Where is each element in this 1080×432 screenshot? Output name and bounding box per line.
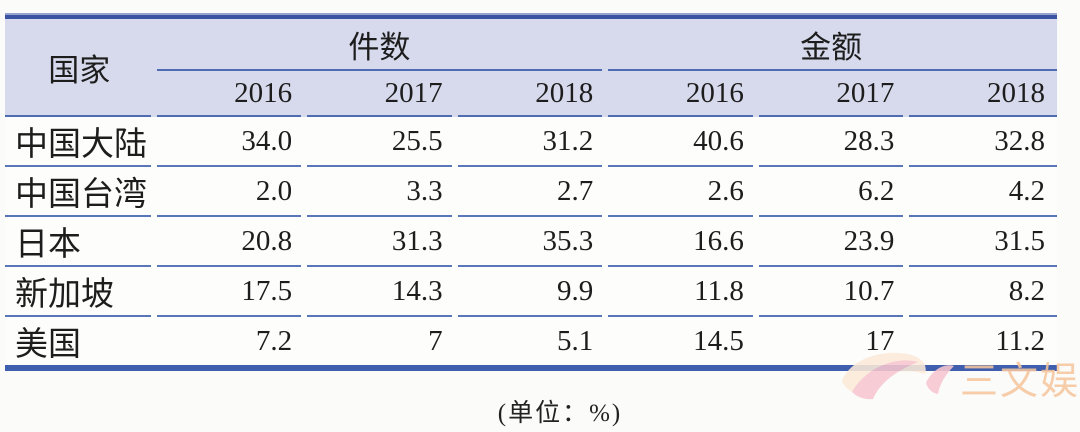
year-header-cell: 2017: [755, 71, 907, 117]
value-cell: 32.8: [906, 117, 1057, 167]
group-header-row: 国家 件数 金额: [5, 19, 1057, 117]
value-cell: 17.5: [153, 267, 305, 317]
group-header-count: 件数: [153, 19, 606, 71]
country-cell: 中国大陆: [5, 117, 154, 167]
year-header-cell: 2016: [153, 71, 305, 117]
value-cell: 31.5: [906, 217, 1057, 267]
year-header-cell: 2017: [304, 71, 455, 117]
country-cell: 日本: [5, 217, 154, 267]
value-cell: 25.5: [304, 117, 455, 167]
value-cell: 35.3: [454, 217, 606, 267]
country-ip-table: 国家 件数 金额 2016 2017 2018 2016 2017 2018 中…: [5, 15, 1057, 371]
value-cell: 31.3: [304, 217, 455, 267]
table-row: 中国大陆 34.0 25.5 31.2 40.6 28.3 32.8: [5, 117, 1057, 167]
country-ip-table-wrap: 国家 件数 金额 2016 2017 2018 2016 2017 2018 中…: [5, 13, 1057, 371]
year-header-cell: 2018: [906, 71, 1057, 117]
value-cell: 10.7: [755, 267, 907, 317]
value-cell: 14.3: [304, 267, 455, 317]
value-cell: 20.8: [153, 217, 305, 267]
group-header-amount: 金额: [605, 19, 1057, 71]
unit-note: (单位：%): [497, 400, 623, 427]
value-cell: 11.8: [605, 267, 756, 317]
country-cell: 新加坡: [5, 267, 154, 317]
year-header-cell: 2018: [454, 71, 606, 117]
table-row: 新加坡 17.5 14.3 9.9 11.8 10.7 8.2: [5, 267, 1057, 317]
value-cell: 17: [755, 317, 907, 365]
value-cell: 34.0: [153, 117, 305, 167]
value-cell: 8.2: [906, 267, 1057, 317]
country-cell: 美国: [5, 317, 154, 365]
value-cell: 40.6: [605, 117, 756, 167]
country-column-header: 国家: [5, 19, 154, 117]
value-cell: 11.2: [906, 317, 1057, 365]
value-cell: 7.2: [153, 317, 305, 365]
value-cell: 3.3: [304, 167, 455, 217]
year-header-row: 2016 2017 2018 2016 2017 2018: [5, 71, 1057, 117]
value-cell: 16.6: [605, 217, 756, 267]
value-cell: 4.2: [906, 167, 1057, 217]
value-cell: 5.1: [454, 317, 606, 365]
value-cell: 2.6: [605, 167, 756, 217]
value-cell: 28.3: [755, 117, 907, 167]
table-row: 日本 20.8 31.3 35.3 16.6 23.9 31.5: [5, 217, 1057, 267]
value-cell: 7: [304, 317, 455, 365]
value-cell: 23.9: [755, 217, 907, 267]
table-row: 中国台湾 2.0 3.3 2.7 2.6 6.2 4.2: [5, 167, 1057, 217]
table-row: 美国 7.2 7 5.1 14.5 17 11.2: [5, 317, 1057, 365]
value-cell: 14.5: [605, 317, 756, 365]
year-header-cell: 2016: [605, 71, 756, 117]
table-body: 中国大陆 34.0 25.5 31.2 40.6 28.3 32.8 中国台湾 …: [5, 117, 1057, 365]
value-cell: 9.9: [454, 267, 606, 317]
value-cell: 31.2: [454, 117, 606, 167]
value-cell: 2.0: [153, 167, 305, 217]
table-header: 国家 件数 金额 2016 2017 2018 2016 2017 2018: [5, 19, 1057, 117]
country-cell: 中国台湾: [5, 167, 154, 217]
value-cell: 2.7: [454, 167, 606, 217]
value-cell: 6.2: [755, 167, 907, 217]
